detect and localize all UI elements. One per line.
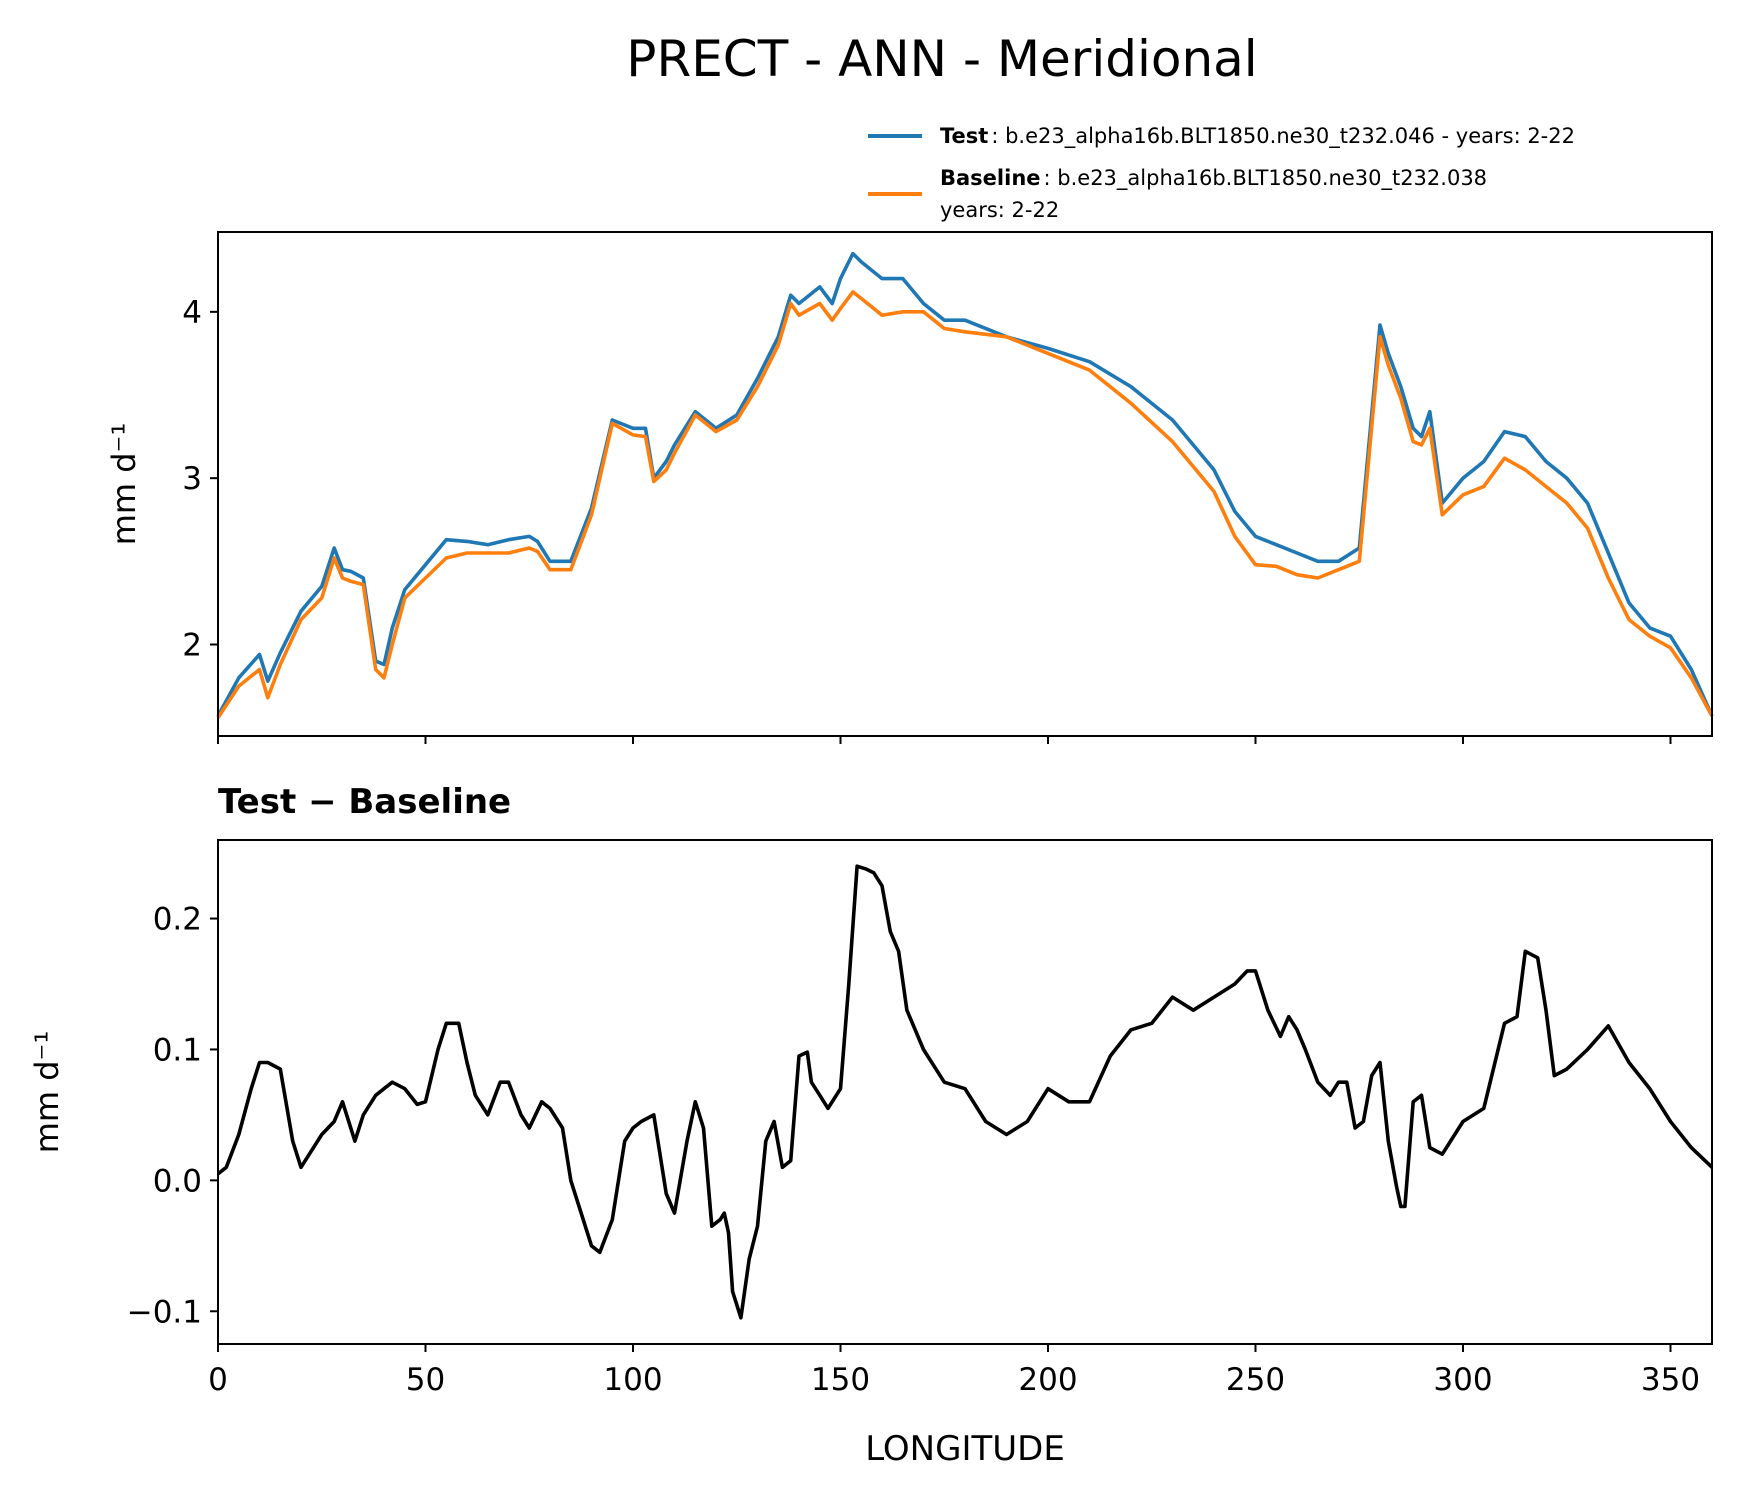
legend-test-label: Test: b.e23_alpha16b.BLT1850.ne30_t232.0… bbox=[940, 124, 1575, 149]
diff-title: Test − Baseline bbox=[218, 782, 511, 822]
bottom-ytick-label: 0.2 bbox=[153, 902, 202, 938]
top-ytick-label: 4 bbox=[182, 295, 202, 331]
bottom-xtick-label: 150 bbox=[811, 1362, 870, 1398]
legend-baseline-years: years: 2-22 bbox=[940, 198, 1059, 222]
figure-title: PRECT - ANN - Meridional bbox=[626, 30, 1257, 88]
top-panel: 2 3 4 mm d⁻¹ bbox=[105, 231, 1714, 744]
legend-baseline-label: Baseline: b.e23_alpha16b.BLT1850.ne30_t2… bbox=[940, 166, 1487, 191]
bottom-xtick-label: 300 bbox=[1433, 1362, 1492, 1398]
legend-baseline-name: Baseline bbox=[940, 166, 1041, 190]
bottom-ytick-label: 0.1 bbox=[153, 1032, 202, 1068]
top-series-baseline bbox=[216, 290, 1714, 719]
top-panel-ylabel: mm d⁻¹ bbox=[105, 423, 143, 546]
bottom-xtick-label: 250 bbox=[1226, 1362, 1285, 1398]
top-ytick-label: 2 bbox=[182, 628, 202, 664]
bottom-xtick-label: 0 bbox=[208, 1362, 228, 1398]
legend-test-name: Test bbox=[940, 124, 988, 148]
bottom-panel: Test − Baseline −0.1 0.0 0.1 0.2 0 50 100 150 20… bbox=[28, 782, 1714, 1469]
bottom-ytick-label: 0.0 bbox=[153, 1163, 202, 1199]
bottom-xtick-label: 200 bbox=[1018, 1362, 1077, 1398]
bottom-series-test-baseline bbox=[216, 864, 1714, 1320]
bottom-panel-ylabel: mm d⁻¹ bbox=[28, 1031, 66, 1154]
legend-baseline-desc: : b.e23_alpha16b.BLT1850.ne30_t232.038 bbox=[1044, 166, 1488, 191]
bottom-ytick-label: −0.1 bbox=[127, 1294, 202, 1330]
bottom-panel-xlabel: LONGITUDE bbox=[865, 1429, 1065, 1469]
legend: Test: b.e23_alpha16b.BLT1850.ne30_t232.0… bbox=[868, 124, 1575, 222]
bottom-xtick-label: 350 bbox=[1641, 1362, 1700, 1398]
bottom-xtick-label: 50 bbox=[406, 1362, 445, 1398]
legend-test-desc: : b.e23_alpha16b.BLT1850.ne30_t232.046 -… bbox=[991, 124, 1575, 149]
top-panel-frame bbox=[217, 231, 1713, 737]
bottom-panel-frame bbox=[217, 839, 1713, 1345]
top-ytick-label: 3 bbox=[182, 461, 202, 497]
bottom-xtick-label: 100 bbox=[603, 1362, 662, 1398]
top-series-test bbox=[216, 251, 1714, 717]
